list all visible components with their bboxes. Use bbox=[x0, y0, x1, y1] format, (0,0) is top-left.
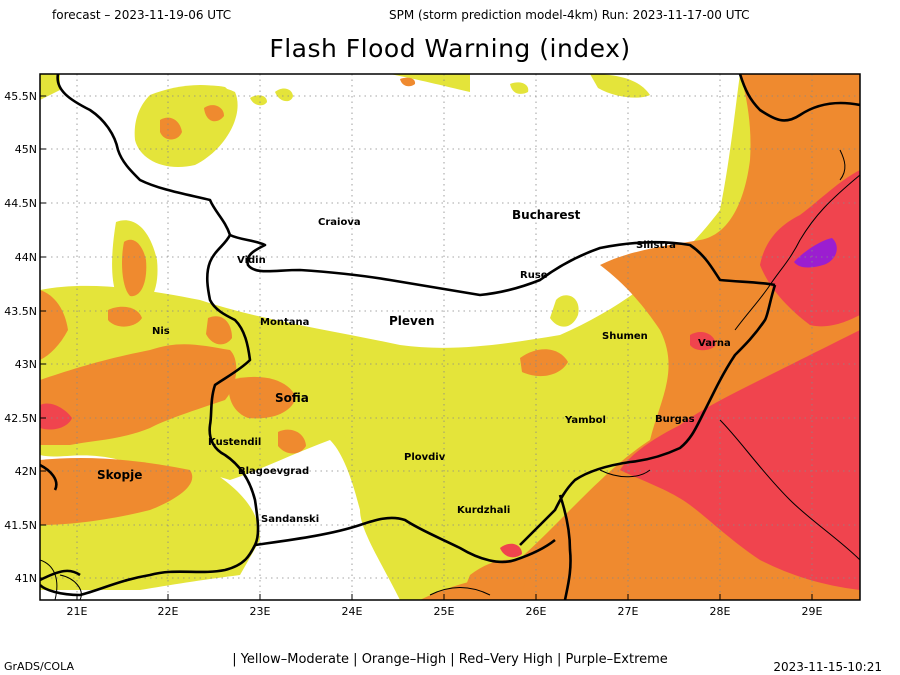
lat-label: 43.5N bbox=[4, 305, 37, 318]
city-label-pleven: Pleven bbox=[389, 314, 435, 328]
longitude-labels: 21E 22E 23E 24E 25E 26E 27E 28E 29E bbox=[67, 605, 823, 618]
lon-label: 22E bbox=[158, 605, 179, 618]
model-run-label: SPM (storm prediction model-4km) Run: 20… bbox=[389, 8, 750, 22]
lat-label: 45N bbox=[15, 143, 37, 156]
city-label-silistra: Silistra bbox=[636, 240, 676, 251]
country-borders bbox=[40, 74, 860, 600]
latitude-labels: 45.5N 45N 44.5N 44N 43.5N 43N 42.5N 42N … bbox=[4, 90, 37, 585]
lat-label: 45.5N bbox=[4, 90, 37, 103]
city-label-varna: Varna bbox=[698, 338, 731, 349]
city-label-sandanski: Sandanski bbox=[261, 514, 319, 525]
city-label-kurdzhali: Kurdzhali bbox=[457, 505, 510, 516]
city-label-bucharest: Bucharest bbox=[512, 208, 581, 222]
lon-label: 23E bbox=[250, 605, 271, 618]
extreme-warning-area bbox=[794, 238, 837, 268]
lat-label: 42N bbox=[15, 465, 37, 478]
lon-label: 25E bbox=[434, 605, 455, 618]
lon-label: 27E bbox=[618, 605, 639, 618]
map-frame bbox=[39, 73, 861, 601]
warning-fields bbox=[40, 74, 860, 600]
legend: | Yellow–Moderate | Orange–High | Red–Ve… bbox=[232, 652, 668, 667]
lat-label: 44.5N bbox=[4, 197, 37, 210]
city-label-nis: Nis bbox=[152, 326, 170, 337]
secondary-borders bbox=[40, 149, 860, 600]
software-credit: GrADS/COLA bbox=[4, 660, 74, 673]
city-label-blagoevgrad: Blagoevgrad bbox=[238, 466, 309, 477]
lon-label: 28E bbox=[710, 605, 731, 618]
lat-label: 41.5N bbox=[4, 519, 37, 532]
city-labels: Bucharest Craiova Vidin Silistra Ruse Ni… bbox=[97, 208, 731, 525]
lat-label: 41N bbox=[15, 572, 37, 585]
city-label-burgas: Burgas bbox=[655, 414, 695, 425]
map-gridlines bbox=[40, 74, 860, 600]
city-label-craiova: Craiova bbox=[318, 217, 361, 228]
city-label-plovdiv: Plovdiv bbox=[404, 452, 446, 463]
lon-label: 26E bbox=[526, 605, 547, 618]
city-label-sofia: Sofia bbox=[275, 391, 309, 405]
axis-ticks bbox=[40, 95, 813, 600]
lon-label: 24E bbox=[342, 605, 363, 618]
lat-label: 42.5N bbox=[4, 412, 37, 425]
lon-label: 21E bbox=[67, 605, 88, 618]
map-title: Flash Flood Warning (index) bbox=[269, 34, 631, 63]
city-label-shumen: Shumen bbox=[602, 331, 648, 342]
lon-label: 29E bbox=[802, 605, 823, 618]
city-label-vidin: Vidin bbox=[237, 255, 266, 266]
city-label-kustendil: Kustendil bbox=[208, 437, 261, 448]
city-label-ruse: Ruse bbox=[520, 270, 548, 281]
city-label-skopje: Skopje bbox=[97, 468, 142, 482]
forecast-time-label: forecast – 2023-11-19-06 UTC bbox=[52, 8, 232, 22]
city-label-montana: Montana bbox=[260, 317, 309, 328]
city-label-yambol: Yambol bbox=[564, 415, 606, 426]
generated-timestamp: 2023-11-15-10:21 bbox=[773, 660, 882, 674]
lat-label: 44N bbox=[15, 251, 37, 264]
lat-label: 43N bbox=[15, 358, 37, 371]
